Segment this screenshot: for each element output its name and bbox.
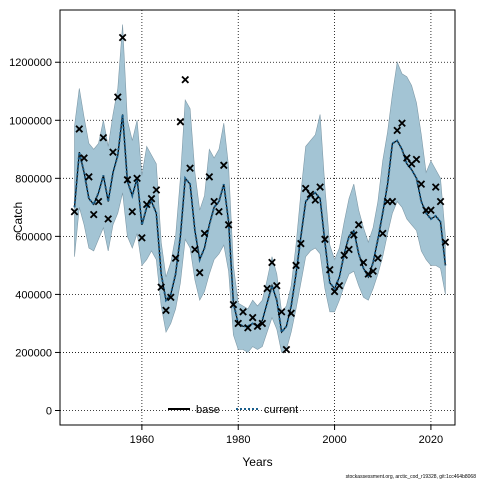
- observed-point-1974: [205, 173, 214, 181]
- observed-point-1971: [191, 245, 199, 254]
- x-axis-title: Years: [242, 455, 272, 469]
- observed-point-1955: [113, 93, 122, 101]
- y-tick-label-4: 800000: [15, 173, 52, 185]
- observed-point-1968: [176, 117, 185, 126]
- observed-point-1972: [195, 268, 204, 277]
- observed-point-1952: [99, 133, 108, 142]
- observed-point-2018: [417, 180, 426, 188]
- observed-point-1959: [133, 174, 141, 183]
- observed-point-1965: [162, 306, 170, 315]
- observed-point-1993: [297, 239, 305, 248]
- y-axis-title: Catch: [11, 202, 25, 233]
- y-tick-label-6: 1200000: [9, 57, 52, 69]
- observed-point-2013: [393, 126, 402, 135]
- observed-point-1962: [147, 194, 156, 203]
- observed-point-1981: [239, 307, 247, 316]
- observed-point-2023: [441, 238, 450, 247]
- footer-credit: stockassessment.org, arctic_cod_r19328, …: [346, 474, 477, 480]
- x-tick-label-3: 2020: [419, 434, 443, 446]
- observed-point-1948: [80, 154, 88, 162]
- observed-point-1970: [186, 164, 194, 173]
- observed-point-1975: [210, 197, 218, 206]
- plot-frame: [59, 9, 456, 426]
- observed-point-1977: [219, 161, 228, 170]
- x-tick-label-2: 2000: [322, 434, 346, 446]
- observed-point-1956: [118, 33, 127, 42]
- observed-point-1986: [263, 284, 271, 293]
- legend: base current: [168, 404, 298, 416]
- observed-point-1946: [70, 207, 79, 216]
- observed-point-2009: [374, 254, 382, 262]
- series-line-current: [73, 114, 447, 335]
- observed-point-2010: [378, 229, 387, 238]
- observed-points: [70, 33, 450, 354]
- observed-point-2022: [436, 197, 445, 206]
- observed-point-1998: [321, 235, 329, 244]
- observed-point-2021: [431, 183, 440, 191]
- observed-point-1983: [248, 313, 257, 322]
- observed-point-1982: [244, 323, 252, 332]
- observed-point-1966: [166, 293, 175, 302]
- observed-point-2008: [369, 267, 377, 276]
- observed-point-1963: [152, 186, 161, 194]
- observed-point-1980: [234, 319, 243, 328]
- observed-point-1953: [104, 215, 113, 223]
- observed-point-2001: [335, 281, 344, 290]
- confidence-band: [74, 24, 446, 353]
- x-axis: 1960 1980 2000 2020: [130, 425, 443, 446]
- observed-point-1958: [128, 207, 137, 216]
- observed-point-1976: [215, 207, 223, 216]
- y-tick-label-0: 0: [46, 405, 52, 417]
- observed-point-1954: [109, 148, 117, 157]
- y-tick-label-2: 400000: [15, 289, 52, 301]
- observed-point-1947: [75, 125, 84, 133]
- observed-point-1996: [311, 196, 320, 204]
- legend-current-label: current: [264, 404, 298, 416]
- observed-point-1979: [229, 300, 238, 309]
- observed-point-2004: [350, 231, 358, 239]
- x-tick-label-0: 1960: [130, 434, 154, 446]
- observed-point-1988: [272, 281, 281, 290]
- observed-point-2020: [427, 206, 435, 215]
- observed-point-1985: [258, 319, 267, 328]
- observed-point-1973: [200, 229, 209, 238]
- confidence-band-group: [74, 24, 446, 353]
- y-tick-label-3: 600000: [15, 231, 52, 243]
- observed-point-2007: [364, 270, 373, 278]
- observed-point-1964: [157, 283, 165, 291]
- observed-point-1969: [181, 75, 190, 84]
- observed-point-2005: [354, 220, 363, 229]
- y-axis: 0 200000 400000 600000 800000 1000000 1200000: [9, 57, 60, 417]
- observed-point-1960: [138, 233, 146, 242]
- observed-point-1978: [224, 220, 233, 229]
- observed-point-1951: [94, 197, 103, 206]
- observed-point-1967: [171, 254, 180, 262]
- observed-point-2003: [345, 245, 353, 254]
- observed-point-1992: [292, 261, 300, 270]
- x-tick-label-1: 1980: [226, 434, 250, 446]
- observed-point-1987: [268, 258, 276, 267]
- observed-point-1949: [85, 173, 93, 181]
- legend-base-label: base: [196, 404, 220, 416]
- observed-point-2012: [388, 197, 397, 206]
- observed-point-1989: [277, 307, 286, 316]
- observed-point-2006: [359, 258, 368, 267]
- observed-point-2014: [398, 119, 406, 128]
- observed-point-1997: [316, 183, 324, 191]
- observed-point-1999: [325, 265, 334, 274]
- observed-point-1950: [89, 210, 98, 219]
- y-tick-label-5: 1000000: [9, 115, 52, 127]
- observed-point-1990: [282, 345, 291, 354]
- y-tick-label-1: 200000: [15, 347, 52, 359]
- observed-point-1984: [253, 322, 262, 331]
- observed-point-1991: [287, 309, 296, 318]
- observed-point-1957: [123, 175, 132, 184]
- observed-point-2017: [412, 155, 421, 164]
